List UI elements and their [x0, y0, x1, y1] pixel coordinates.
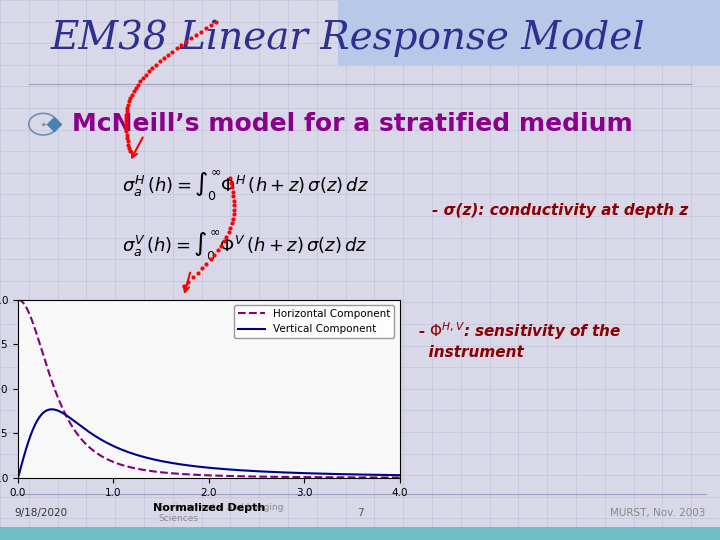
Horizontal Component: [33, 334, 42, 340]
Vertical Component: [384, 472, 393, 478]
Vertical Component: [395, 472, 404, 478]
Vertical Component: [14, 474, 22, 481]
Vertical Component: [189, 463, 198, 469]
Text: - $\Phi^{H,V}$: sensitivity of the
  instrument: - $\Phi^{H,V}$: sensitivity of the instr…: [418, 321, 621, 360]
Text: Environmental and Imaging
Sciences: Environmental and Imaging Sciences: [158, 503, 284, 523]
Horizontal Component: [384, 474, 392, 481]
Text: MURST, Nov. 2003: MURST, Nov. 2003: [611, 508, 706, 518]
Vertical Component: [315, 470, 323, 477]
Vertical Component: [384, 472, 393, 478]
Legend: Horizontal Component, Vertical Component: Horizontal Component, Vertical Component: [234, 305, 395, 339]
Text: McNeill’s model for a stratified medium: McNeill’s model for a stratified medium: [72, 112, 633, 136]
Vertical Component: [48, 406, 56, 413]
Horizontal Component: [384, 474, 393, 481]
Bar: [338, 0, 720, 65]
Text: 9/18/2020: 9/18/2020: [14, 508, 68, 518]
Horizontal Component: [199, 472, 208, 478]
Line: Horizontal Component: Horizontal Component: [18, 300, 400, 477]
Text: 7: 7: [356, 508, 364, 518]
Horizontal Component: [314, 474, 323, 481]
Text: EM38 Linear Response Model: EM38 Linear Response Model: [50, 19, 645, 57]
Text: - σ(z): conductivity at depth z: - σ(z): conductivity at depth z: [432, 203, 688, 218]
X-axis label: Normalized Depth: Normalized Depth: [153, 503, 265, 513]
Line: Vertical Component: Vertical Component: [18, 409, 400, 477]
Text: $\sigma_a^V\,(h) = \int_0^{\infty} \Phi^V\,(h+z)\,\sigma(z)\,dz$: $\sigma_a^V\,(h) = \int_0^{\infty} \Phi^…: [122, 228, 368, 263]
Text: $\sigma_a^H\,(h) = \int_0^{\infty} \Phi^H\,(h+z)\,\sigma(z)\,dz$: $\sigma_a^H\,(h) = \int_0^{\infty} \Phi^…: [122, 169, 369, 204]
Horizontal Component: [14, 296, 22, 303]
Horizontal Component: [395, 474, 404, 481]
Vertical Component: [33, 417, 42, 423]
Vertical Component: [199, 464, 208, 470]
Horizontal Component: [189, 471, 198, 478]
Bar: [0, 526, 720, 540]
